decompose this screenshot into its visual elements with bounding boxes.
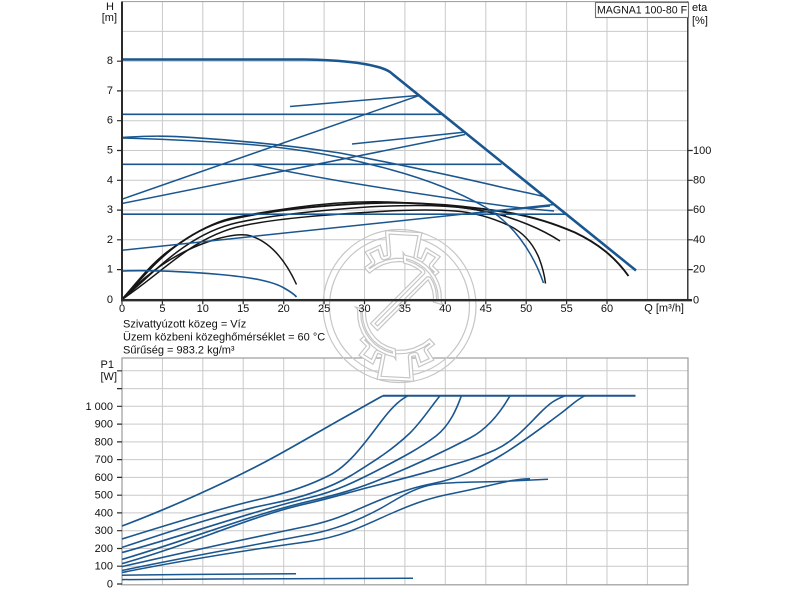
svg-text:7: 7 — [107, 85, 113, 97]
svg-text:1 000: 1 000 — [85, 401, 113, 413]
svg-text:3: 3 — [107, 204, 113, 216]
svg-text:Q [m³/h]: Q [m³/h] — [644, 303, 684, 315]
svg-text:40: 40 — [693, 234, 705, 246]
svg-text:20: 20 — [693, 264, 705, 276]
svg-text:10: 10 — [197, 303, 209, 315]
svg-text:20: 20 — [278, 303, 290, 315]
svg-text:[W]: [W] — [101, 371, 118, 383]
svg-text:400: 400 — [95, 507, 113, 519]
svg-text:600: 600 — [95, 472, 113, 484]
svg-text:[m]: [m] — [102, 12, 117, 24]
svg-text:0: 0 — [693, 294, 699, 306]
svg-text:Sűrűség = 983.2 kg/m³: Sűrűség = 983.2 kg/m³ — [123, 345, 235, 357]
svg-text:[%]: [%] — [692, 15, 708, 27]
svg-text:5: 5 — [159, 303, 165, 315]
svg-text:0: 0 — [119, 303, 125, 315]
svg-text:60: 60 — [693, 204, 705, 216]
svg-text:1: 1 — [107, 264, 113, 276]
svg-text:35: 35 — [399, 303, 411, 315]
svg-text:0: 0 — [107, 294, 113, 306]
svg-text:25: 25 — [318, 303, 330, 315]
svg-text:800: 800 — [95, 436, 113, 448]
svg-text:5: 5 — [107, 145, 113, 157]
svg-text:80: 80 — [693, 174, 705, 186]
svg-text:50: 50 — [520, 303, 532, 315]
svg-text:2: 2 — [107, 234, 113, 246]
svg-text:MAGNA1 100-80 F: MAGNA1 100-80 F — [597, 5, 688, 17]
svg-text:Üzem közbeni közeghőmérséklet: Üzem közbeni közeghőmérséklet = 60 °C — [123, 332, 325, 344]
svg-text:55: 55 — [560, 303, 572, 315]
svg-text:P1: P1 — [101, 359, 114, 371]
svg-text:500: 500 — [95, 490, 113, 502]
svg-text:eta: eta — [692, 2, 708, 14]
svg-text:30: 30 — [358, 303, 370, 315]
svg-text:100: 100 — [95, 561, 113, 573]
svg-text:60: 60 — [601, 303, 613, 315]
svg-text:4: 4 — [107, 174, 113, 186]
svg-text:15: 15 — [237, 303, 249, 315]
svg-text:700: 700 — [95, 454, 113, 466]
svg-text:200: 200 — [95, 543, 113, 555]
svg-text:Szivattyúzott közeg = Víz: Szivattyúzott közeg = Víz — [123, 319, 246, 331]
svg-text:900: 900 — [95, 419, 113, 431]
svg-text:0: 0 — [107, 579, 113, 591]
svg-text:300: 300 — [95, 525, 113, 537]
svg-text:100: 100 — [693, 145, 711, 157]
svg-text:8: 8 — [107, 55, 113, 67]
svg-text:H: H — [106, 1, 114, 13]
svg-text:6: 6 — [107, 115, 113, 127]
svg-text:45: 45 — [480, 303, 492, 315]
svg-text:40: 40 — [439, 303, 451, 315]
